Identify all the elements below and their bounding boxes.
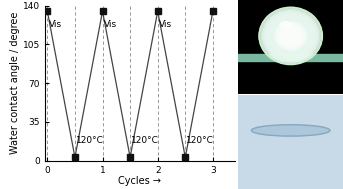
Circle shape [262,10,319,61]
Text: 120°C: 120°C [76,136,104,145]
Bar [238,54,343,61]
Circle shape [269,16,313,56]
Circle shape [265,13,316,59]
Circle shape [286,32,295,40]
Ellipse shape [280,22,291,27]
Circle shape [275,22,306,50]
Circle shape [273,20,308,52]
Circle shape [261,9,320,63]
Circle shape [264,12,317,60]
Text: 120°C: 120°C [186,136,214,145]
Text: Vis: Vis [49,20,62,29]
Text: Vis: Vis [159,20,173,29]
Ellipse shape [251,125,330,136]
Circle shape [278,25,303,47]
Circle shape [289,35,292,37]
X-axis label: Cycles →: Cycles → [118,176,161,186]
Circle shape [280,26,302,46]
Circle shape [270,18,311,54]
Circle shape [267,15,314,57]
Text: 120°C: 120°C [131,136,159,145]
Text: Vis: Vis [104,20,117,29]
Circle shape [284,30,297,42]
Circle shape [259,8,322,64]
Circle shape [272,19,309,53]
Circle shape [276,23,305,49]
Y-axis label: Water contact angle / degree: Water contact angle / degree [10,12,20,154]
Circle shape [281,27,300,44]
Circle shape [283,29,298,43]
Circle shape [287,33,294,39]
